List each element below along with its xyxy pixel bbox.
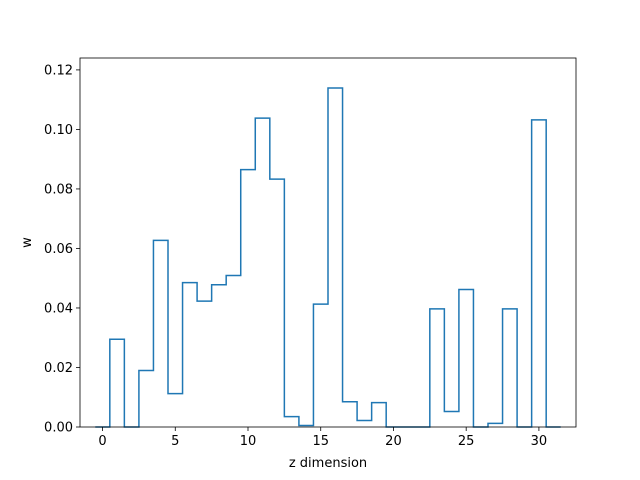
x-tick-label: 25 — [458, 434, 475, 449]
y-axis: 0.00 0.02 0.04 0.06 0.08 0.10 0.12 — [44, 63, 80, 436]
x-tick-label: 30 — [531, 434, 548, 449]
x-axis-label: z dimension — [289, 456, 367, 471]
y-tick-label: 0.12 — [44, 63, 73, 78]
y-tick-label: 0.04 — [44, 301, 73, 316]
x-tick-label: 5 — [171, 434, 179, 449]
y-axis-label: w — [20, 237, 35, 248]
x-tick-label: 0 — [98, 434, 106, 449]
x-tick-label: 10 — [240, 434, 257, 449]
y-tick-label: 0.00 — [44, 421, 73, 436]
y-tick-label: 0.02 — [44, 361, 73, 376]
x-tick-label: 15 — [312, 434, 329, 449]
y-tick-label: 0.10 — [44, 123, 73, 138]
x-axis: 0 5 10 15 20 25 30 — [98, 427, 547, 449]
y-tick-label: 0.08 — [44, 182, 73, 197]
y-tick-label: 0.06 — [44, 242, 73, 257]
x-tick-label: 20 — [385, 434, 402, 449]
axes-frame — [79, 57, 577, 428]
